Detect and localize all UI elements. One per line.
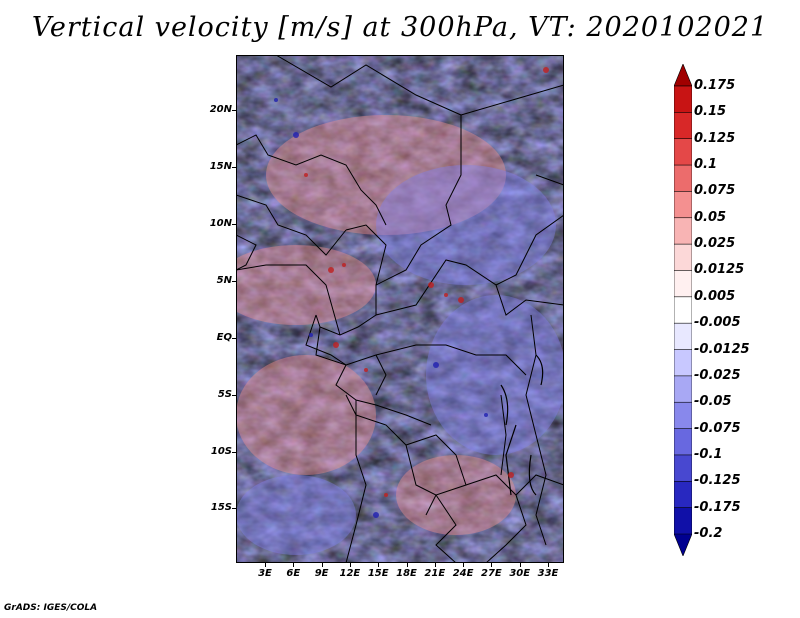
lon-label: 9E — [314, 568, 329, 579]
lon-tick — [265, 563, 266, 567]
colorbar-label: -0.005 — [694, 315, 741, 331]
colorbar-label: -0.2 — [694, 526, 723, 541]
lon-tick — [548, 563, 549, 567]
lat-tick — [232, 167, 236, 168]
lon-tick — [406, 563, 408, 567]
lat-label: 10N — [209, 218, 232, 229]
lon-tick — [349, 563, 351, 567]
colorbar-label: -0.025 — [694, 367, 741, 383]
lat-label: EQ — [216, 332, 232, 343]
colorbar-swatch — [674, 112, 692, 140]
lon-label: 33E — [537, 568, 559, 579]
lat-label: 5N — [216, 275, 232, 286]
colorbar-swatch — [674, 217, 692, 245]
colorbar-label: 0.05 — [694, 209, 727, 225]
colorbar-swatch — [674, 243, 692, 272]
lat-tick — [232, 110, 236, 111]
lon-label: 12E — [339, 568, 361, 579]
lat-label: 10S — [210, 446, 232, 457]
lon-tick — [321, 563, 323, 567]
lat-tick — [232, 281, 236, 282]
lon-tick — [491, 563, 493, 567]
lat-label: 15N — [209, 161, 232, 172]
colorbar-label: 0.025 — [694, 236, 736, 252]
lat-tick — [232, 224, 236, 225]
lat-tick — [232, 338, 236, 339]
colorbar-label: 0.125 — [694, 130, 736, 146]
colorbar-label: -0.1 — [694, 446, 723, 462]
colorbar-swatch — [674, 138, 692, 166]
colorbar-label: 0.175 — [694, 78, 736, 93]
lon-label: 24E — [452, 568, 474, 579]
colorbar-swatch — [674, 296, 692, 324]
lon-label: 15E — [367, 568, 389, 579]
colorbar-swatch — [674, 375, 692, 404]
map-title: Vertical velocity [m/s] at 300hPa, VT: 2… — [31, 12, 769, 43]
lat-label: 5S — [217, 389, 232, 400]
colorbar — [674, 64, 692, 556]
lat-tick — [232, 452, 236, 453]
colorbar-label: 0.075 — [694, 183, 736, 199]
colorbar-swatch — [674, 428, 692, 456]
colorbar-swatch — [674, 480, 692, 509]
colorbar-label: -0.05 — [694, 394, 732, 410]
colorbar-swatch — [674, 164, 692, 193]
lon-tick — [463, 563, 465, 567]
lon-label: 21E — [424, 568, 446, 579]
colorbar-swatch — [674, 507, 692, 535]
colorbar-label: 0.1 — [694, 157, 718, 173]
colorbar-swatch — [674, 454, 692, 483]
colorbar-label: -0.0125 — [694, 341, 750, 357]
lat-tick — [232, 508, 236, 509]
colorbar-swatch — [674, 401, 692, 430]
lon-label: 6E — [286, 568, 301, 579]
colorbar-label: -0.175 — [694, 499, 741, 515]
colorbar-swatch — [674, 270, 692, 298]
colorbar-label: -0.075 — [694, 420, 741, 436]
velocity-field — [236, 55, 564, 563]
colorbar-label: 0.0125 — [694, 262, 745, 278]
colorbar-label: 0.005 — [694, 288, 736, 304]
colorbar-swatch — [674, 322, 692, 351]
colorbar-swatch — [674, 85, 692, 114]
lon-label: 3E — [258, 568, 272, 579]
lat-label: 15S — [210, 502, 232, 513]
velocity-map — [236, 55, 564, 563]
colorbar-label: -0.125 — [694, 473, 741, 489]
colorbar-swatch — [674, 533, 692, 556]
lat-tick — [232, 395, 236, 396]
credit-text: GrADS: IGES/COLA — [4, 603, 98, 613]
lon-label: 18E — [396, 568, 417, 579]
colorbar-label: 0.15 — [694, 104, 727, 120]
colorbar-swatch — [674, 64, 692, 87]
lon-label: 30E — [509, 568, 531, 579]
colorbar-swatch — [674, 349, 692, 377]
lon-tick — [519, 563, 521, 567]
lon-tick — [434, 563, 436, 567]
lat-label: 20N — [209, 104, 232, 115]
lon-label: 27E — [481, 568, 502, 579]
lon-tick — [293, 563, 295, 567]
colorbar-swatch — [674, 191, 692, 219]
lon-tick — [378, 563, 380, 567]
